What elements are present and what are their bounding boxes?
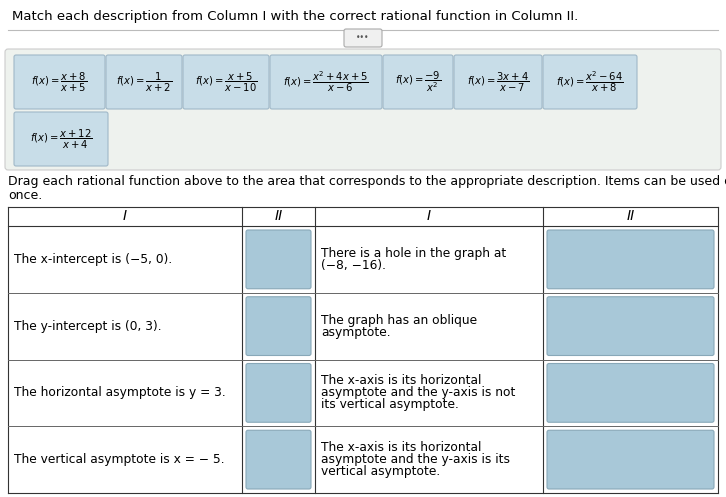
- Text: The vertical asymptote is x = − 5.: The vertical asymptote is x = − 5.: [14, 453, 224, 466]
- Text: I: I: [427, 210, 431, 224]
- Text: (−8, −16).: (−8, −16).: [321, 259, 386, 272]
- FancyBboxPatch shape: [246, 363, 311, 422]
- FancyBboxPatch shape: [14, 55, 105, 109]
- Text: asymptote and the y-axis is its: asymptote and the y-axis is its: [321, 453, 510, 466]
- FancyBboxPatch shape: [14, 112, 108, 166]
- Text: $f(x) = \dfrac{3x+4}{x-7}$: $f(x) = \dfrac{3x+4}{x-7}$: [467, 71, 529, 93]
- FancyBboxPatch shape: [547, 430, 714, 489]
- Text: Drag each rational function above to the area that corresponds to the appropriat: Drag each rational function above to the…: [8, 175, 726, 188]
- Text: The x-intercept is (−5, 0).: The x-intercept is (−5, 0).: [14, 253, 172, 266]
- FancyBboxPatch shape: [270, 55, 382, 109]
- Text: asymptote and the y-axis is not: asymptote and the y-axis is not: [321, 386, 515, 400]
- Text: Match each description from Column I with the correct rational function in Colum: Match each description from Column I wit…: [12, 10, 578, 23]
- FancyBboxPatch shape: [543, 55, 637, 109]
- Text: There is a hole in the graph at: There is a hole in the graph at: [321, 247, 506, 260]
- Text: $f(x) = \dfrac{x^2-64}{x+8}$: $f(x) = \dfrac{x^2-64}{x+8}$: [556, 70, 624, 94]
- FancyBboxPatch shape: [183, 55, 269, 109]
- FancyBboxPatch shape: [454, 55, 542, 109]
- Text: •••: •••: [356, 33, 370, 43]
- Text: $f(x) = \dfrac{x+5}{x-10}$: $f(x) = \dfrac{x+5}{x-10}$: [195, 71, 257, 93]
- Text: $f(x) = \dfrac{1}{x+2}$: $f(x) = \dfrac{1}{x+2}$: [116, 71, 172, 93]
- Text: $f(x) = \dfrac{x^2+4x+5}{x-6}$: $f(x) = \dfrac{x^2+4x+5}{x-6}$: [283, 70, 369, 94]
- Text: its vertical asymptote.: its vertical asymptote.: [321, 399, 459, 412]
- Text: I: I: [123, 210, 127, 224]
- Text: vertical asymptote.: vertical asymptote.: [321, 465, 440, 478]
- Text: The graph has an oblique: The graph has an oblique: [321, 314, 477, 327]
- FancyBboxPatch shape: [547, 297, 714, 355]
- Text: II: II: [274, 210, 282, 224]
- Text: The x-axis is its horizontal: The x-axis is its horizontal: [321, 441, 481, 454]
- Text: II: II: [627, 210, 635, 224]
- FancyBboxPatch shape: [5, 49, 721, 170]
- Text: The horizontal asymptote is y = 3.: The horizontal asymptote is y = 3.: [14, 386, 226, 400]
- FancyBboxPatch shape: [383, 55, 453, 109]
- Text: The y-intercept is (0, 3).: The y-intercept is (0, 3).: [14, 320, 162, 332]
- FancyBboxPatch shape: [246, 297, 311, 355]
- FancyBboxPatch shape: [246, 230, 311, 289]
- FancyBboxPatch shape: [547, 363, 714, 422]
- Text: asymptote.: asymptote.: [321, 326, 391, 338]
- FancyBboxPatch shape: [246, 430, 311, 489]
- Text: $f(x) = \dfrac{-9}{x^2}$: $f(x) = \dfrac{-9}{x^2}$: [395, 70, 441, 94]
- Text: once.: once.: [8, 189, 42, 202]
- Text: $f(x) = \dfrac{x+8}{x+5}$: $f(x) = \dfrac{x+8}{x+5}$: [31, 71, 88, 93]
- Text: The x-axis is its horizontal: The x-axis is its horizontal: [321, 374, 481, 387]
- FancyBboxPatch shape: [106, 55, 182, 109]
- Text: $f(x) = \dfrac{x+12}{x+4}$: $f(x) = \dfrac{x+12}{x+4}$: [30, 127, 92, 151]
- FancyBboxPatch shape: [344, 29, 382, 47]
- FancyBboxPatch shape: [547, 230, 714, 289]
